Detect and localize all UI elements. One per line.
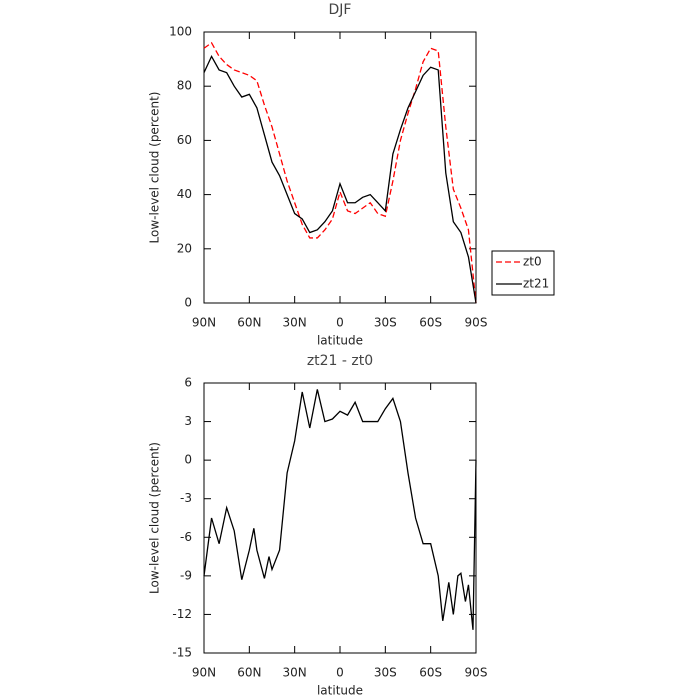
x-tick-label: 90S [465, 316, 488, 330]
chart-title: zt21 - zt0 [307, 353, 373, 369]
y-tick-label: 20 [177, 241, 192, 255]
y-tick-label: 60 [177, 133, 192, 147]
y-axis-label: Low-level cloud (percent) [148, 442, 162, 594]
y-tick-label: 80 [177, 79, 192, 93]
y-tick-label: -9 [180, 568, 192, 582]
x-tick-label: 0 [336, 666, 344, 680]
series-line [203, 41, 477, 304]
series-line [203, 389, 477, 630]
chart-title: DJF [329, 2, 352, 18]
y-tick-label: -3 [180, 491, 192, 505]
x-tick-label: 30N [283, 666, 307, 680]
plot-frame [203, 382, 477, 654]
y-tick-label: 0 [184, 296, 192, 310]
legend-label: zt21 [523, 277, 549, 291]
x-tick-label: 60S [419, 666, 442, 680]
x-tick-label: 90N [192, 316, 216, 330]
legend-box [491, 250, 555, 296]
y-axis-label: Low-level cloud (percent) [148, 92, 162, 244]
y-tick-label: 40 [177, 187, 192, 201]
y-tick-label: 3 [184, 414, 192, 428]
x-tick-label: 90S [465, 666, 488, 680]
x-tick-label: 60N [237, 666, 261, 680]
y-tick-label: -15 [172, 646, 192, 660]
x-tick-label: 90N [192, 666, 216, 680]
y-tick-label: -6 [180, 530, 192, 544]
y-tick-label: 6 [184, 376, 192, 390]
legend-label: zt0 [523, 255, 542, 269]
x-tick-label: 0 [336, 316, 344, 330]
y-tick-label: -12 [172, 607, 192, 621]
x-axis-label: latitude [317, 684, 363, 698]
x-tick-label: 30S [374, 666, 397, 680]
x-tick-label: 30S [374, 316, 397, 330]
y-tick-label: 100 [169, 25, 192, 39]
x-tick-label: 60N [237, 316, 261, 330]
series-line [203, 54, 477, 304]
x-tick-label: 30N [283, 316, 307, 330]
x-axis-label: latitude [317, 334, 363, 348]
y-tick-label: 0 [184, 453, 192, 467]
x-tick-label: 60S [419, 316, 442, 330]
plot-frame [203, 31, 477, 304]
